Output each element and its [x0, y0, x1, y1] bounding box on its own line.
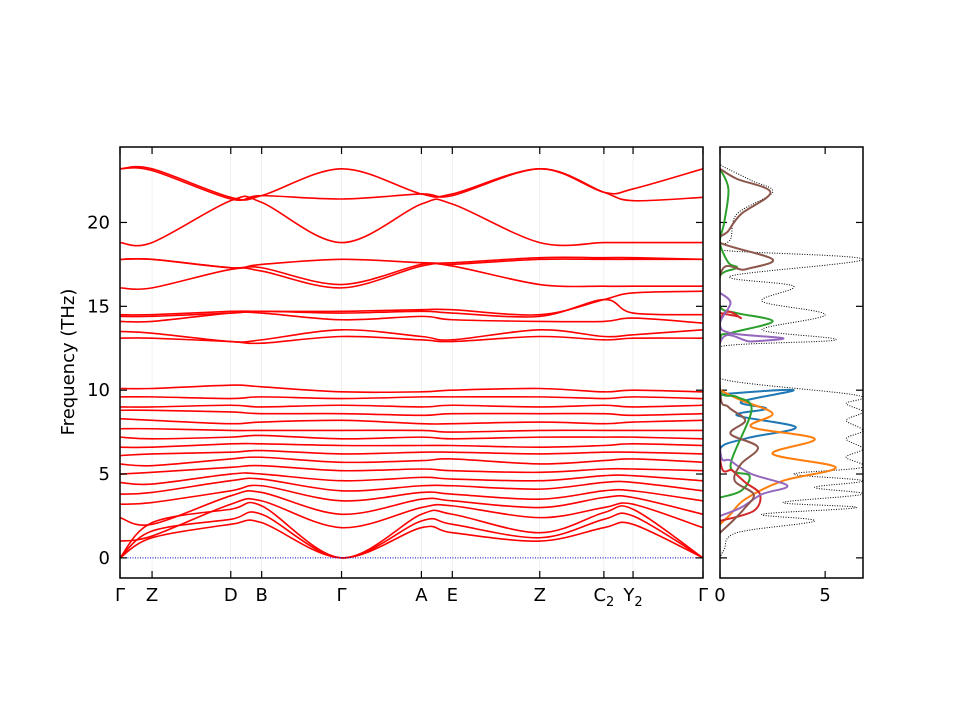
- dos-axes-frame: [719, 146, 864, 579]
- band-line-28: [120, 167, 703, 202]
- y-axis-label: Frequency (THz): [58, 289, 79, 436]
- x-tick-label-6: E: [447, 585, 458, 606]
- band-line-6: [120, 477, 703, 495]
- band-line-20: [120, 328, 703, 343]
- x-tick-label-1: Z: [146, 585, 158, 606]
- band-line-7: [120, 472, 703, 486]
- band-line-13: [120, 427, 703, 433]
- band-line-14: [120, 417, 703, 425]
- x-tick-label-7: Z: [534, 585, 546, 606]
- x-axis-ticks: Γ Z D B Γ A E Z C2 Y2 Γ: [115, 147, 708, 610]
- x-tick-label-3: B: [255, 585, 267, 606]
- band-lines: [120, 165, 703, 559]
- x-tick-label-2: D: [224, 585, 238, 606]
- x-tick-label-9: Y2: [622, 585, 642, 610]
- dos-lines: [720, 163, 863, 559]
- y-tick-label-3: 15: [87, 296, 110, 317]
- x-tick-label-0: Γ: [115, 585, 125, 606]
- dos-x-tick-label-0: 0: [714, 585, 725, 606]
- dos-line-6: [720, 167, 774, 534]
- y-axis-ticks: 0 5 10 15 20: [87, 212, 863, 569]
- band-line-8: [120, 464, 703, 475]
- x-tick-label-4: Γ: [337, 585, 347, 606]
- dos-line-0: [720, 163, 863, 559]
- band-line-4: [120, 489, 703, 526]
- band-axes-frame: [119, 146, 704, 579]
- band-line-5: [120, 484, 703, 506]
- band-line-10: [120, 449, 703, 457]
- band-line-21: [120, 311, 703, 324]
- band-line-15: [120, 409, 703, 417]
- band-line-16: [120, 404, 703, 408]
- dos-line-3: [720, 168, 774, 499]
- y-tick-label-4: 20: [87, 212, 110, 233]
- x-tick-label-8: C2: [593, 585, 614, 610]
- band-line-0: [120, 519, 703, 559]
- band-line-17: [120, 395, 703, 400]
- dos-line-1: [720, 388, 797, 450]
- y-tick-label-1: 5: [99, 464, 110, 485]
- band-line-22: [120, 298, 703, 318]
- band-line-11: [120, 442, 703, 449]
- band-line-24: [120, 262, 703, 291]
- x-tick-label-5: A: [415, 585, 428, 606]
- band-line-12: [120, 434, 703, 440]
- band-line-26: [120, 256, 703, 269]
- band-line-27: [120, 195, 703, 247]
- dos-line-2: [720, 389, 837, 526]
- band-line-9: [120, 456, 703, 467]
- x-tick-label-10: Γ: [698, 585, 708, 606]
- y-tick-label-0: 0: [99, 548, 110, 569]
- dos-x-tick-label-1: 5: [819, 585, 830, 606]
- band-line-1: [120, 511, 703, 559]
- band-line-2: [120, 501, 703, 559]
- dos-line-4: [720, 310, 762, 522]
- band-line-18: [120, 384, 703, 394]
- band-line-23: [120, 290, 703, 316]
- band-line-29: [120, 165, 703, 201]
- band-line-3: [120, 497, 703, 542]
- high-symmetry-lines: [151, 147, 634, 578]
- y-tick-label-2: 10: [87, 380, 110, 401]
